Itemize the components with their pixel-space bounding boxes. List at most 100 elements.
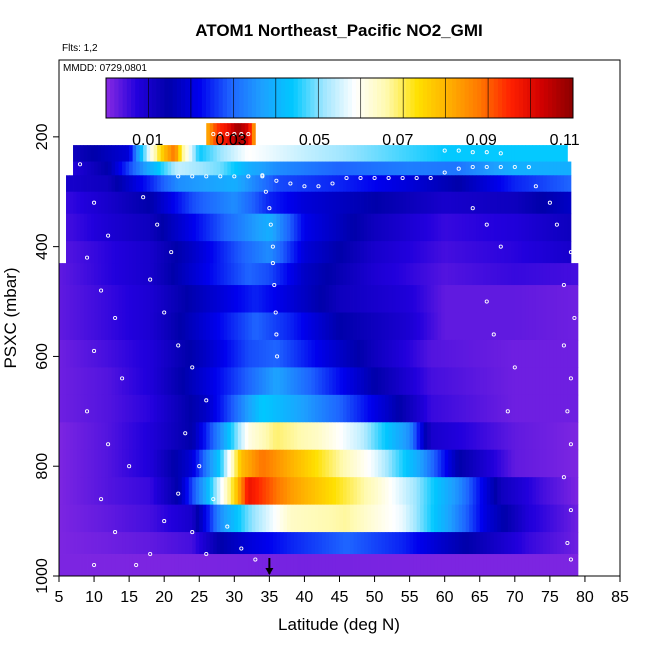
heatmap-cell <box>90 145 95 162</box>
heatmap-cell <box>153 504 158 533</box>
heatmap-cell <box>255 191 260 215</box>
heatmap-cell <box>367 449 372 478</box>
heatmap-cell <box>80 161 84 176</box>
heatmap-cell <box>381 161 386 176</box>
heatmap-cell <box>486 213 491 242</box>
heatmap-cell <box>167 285 172 313</box>
heatmap-cell <box>174 213 179 242</box>
heatmap-cell <box>423 175 428 193</box>
heatmap-cell <box>251 339 256 368</box>
heatmap-cell <box>343 554 347 577</box>
heatmap-cell <box>66 422 70 451</box>
heatmap-cell <box>539 263 544 286</box>
heatmap-cell <box>216 285 221 313</box>
heatmap-cell <box>444 241 449 264</box>
heatmap-cell <box>535 504 540 533</box>
colorbar-frame <box>105 77 574 119</box>
heatmap-cell <box>364 554 368 577</box>
heatmap-cell <box>532 241 537 264</box>
heatmap-cell <box>339 175 344 193</box>
heatmap-cell <box>353 213 358 242</box>
heatmap-cell <box>497 241 502 264</box>
heatmap-cell <box>353 339 358 368</box>
heatmap-cell <box>437 145 442 162</box>
heatmap-cell <box>101 504 105 533</box>
heatmap-cell <box>167 532 172 555</box>
heatmap-cell <box>360 532 365 555</box>
heatmap-cell <box>87 367 91 396</box>
heatmap-cell <box>192 285 197 313</box>
heatmap-cell <box>237 175 242 193</box>
heatmap-cell <box>567 422 572 451</box>
heatmap-cell <box>493 532 498 555</box>
heatmap-cell <box>265 145 270 162</box>
heatmap-cell <box>507 285 512 313</box>
heatmap-cell <box>416 554 421 577</box>
heatmap-cell <box>206 504 211 533</box>
heatmap-cell <box>283 175 288 193</box>
heatmap-cell <box>318 449 323 478</box>
heatmap-cell <box>69 285 74 313</box>
heatmap-cell <box>371 532 375 555</box>
heatmap-cell <box>504 504 509 533</box>
heatmap-cell <box>574 285 579 313</box>
heatmap-cell <box>346 213 351 242</box>
heatmap-cell <box>455 241 460 264</box>
heatmap-cell <box>420 504 425 533</box>
heatmap-cell <box>528 213 533 242</box>
heatmap-cell <box>328 213 333 242</box>
heatmap-cell <box>360 367 365 396</box>
heatmap-cell <box>500 449 505 478</box>
heatmap-cell <box>553 554 558 577</box>
heatmap-cell <box>297 532 302 555</box>
heatmap-cell <box>462 394 467 423</box>
heatmap-cell <box>332 367 337 396</box>
x-tick-label: 15 <box>120 589 138 606</box>
heatmap-cell <box>378 175 382 193</box>
heatmap-cell <box>174 532 179 555</box>
heatmap-cell <box>318 504 323 533</box>
heatmap-cell <box>122 477 127 506</box>
heatmap-cell <box>234 241 239 264</box>
colorbar-segment <box>168 78 174 118</box>
heatmap-cell <box>237 532 242 555</box>
heatmap-cell <box>283 367 288 396</box>
heatmap-cell <box>101 213 105 242</box>
heatmap-cell <box>153 339 158 368</box>
heatmap-cell <box>549 213 554 242</box>
heatmap-cell <box>563 191 568 215</box>
heatmap-cell <box>367 145 372 162</box>
heatmap-cell <box>241 213 246 242</box>
heatmap-cell <box>549 477 554 506</box>
heatmap-cell <box>546 532 551 555</box>
heatmap-cell <box>567 554 572 577</box>
heatmap-cell <box>304 504 309 533</box>
y-tick-label: 600 <box>34 343 51 370</box>
heatmap-cell <box>293 175 298 193</box>
heatmap-cell <box>59 367 63 396</box>
heatmap-cell <box>276 449 281 478</box>
heatmap-cell <box>535 241 540 264</box>
heatmap-cell <box>448 422 453 451</box>
heatmap-cell <box>251 532 256 555</box>
heatmap-cell <box>514 449 519 478</box>
heatmap-cell <box>146 554 151 577</box>
heatmap-cell <box>521 191 526 215</box>
heatmap-cell <box>136 449 141 478</box>
heatmap-cell <box>335 449 340 478</box>
heatmap-cell <box>462 422 467 451</box>
heatmap-cell <box>420 263 425 286</box>
heatmap-cell <box>395 504 400 533</box>
heatmap-cell <box>234 422 239 451</box>
heatmap-cell <box>406 285 411 313</box>
heatmap-cell <box>115 504 120 533</box>
heatmap-cell <box>311 263 316 286</box>
heatmap-cell <box>192 367 197 396</box>
heatmap-cell <box>167 422 172 451</box>
heatmap-cell <box>328 312 333 341</box>
heatmap-cell <box>272 312 277 341</box>
heatmap-cell <box>118 241 123 264</box>
track-point <box>246 174 251 179</box>
colorbar-segment <box>139 78 144 118</box>
heatmap-cell <box>283 422 288 451</box>
